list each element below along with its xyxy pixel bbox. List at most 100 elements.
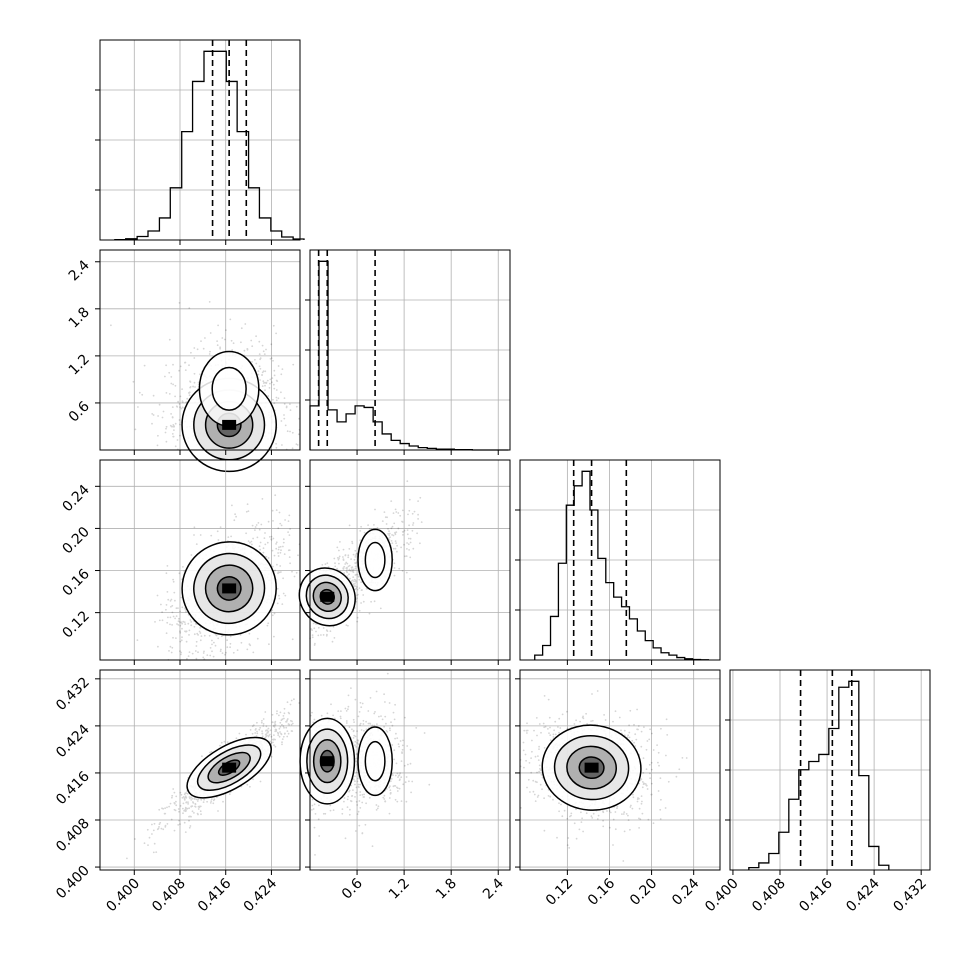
scatter-point — [264, 736, 267, 739]
scatter-point — [345, 561, 348, 564]
scatter-point — [193, 347, 196, 349]
scatter-point — [363, 531, 366, 534]
scatter-point — [169, 600, 172, 602]
scatter-point — [151, 823, 153, 826]
scatter-point — [267, 730, 270, 733]
scatter-point — [393, 522, 396, 525]
scatter-point — [175, 795, 178, 798]
scatter-point — [399, 514, 402, 517]
scatter-point — [259, 780, 262, 783]
scatter-point — [350, 580, 353, 582]
scatter-point — [184, 808, 187, 811]
scatter-point — [346, 571, 348, 574]
scatter-point — [179, 823, 181, 825]
scatter-point — [614, 811, 617, 813]
scatter-point — [191, 652, 194, 655]
scatter-point — [265, 381, 268, 384]
scatter-point — [238, 732, 241, 735]
scatter-point — [219, 346, 222, 349]
scatter-point — [177, 607, 179, 609]
scatter-point — [538, 770, 540, 773]
scatter-point — [158, 823, 161, 826]
scatter-point — [264, 381, 266, 384]
scatter-point — [141, 393, 144, 396]
scatter-point — [171, 646, 174, 649]
scatter-point — [284, 519, 286, 521]
scatter-point — [348, 568, 351, 571]
scatter-point — [273, 724, 276, 726]
density-peak — [320, 591, 335, 602]
scatter-point — [685, 757, 688, 759]
scatter-point — [265, 729, 268, 732]
scatter-point — [182, 807, 184, 810]
scatter-point — [175, 615, 178, 617]
scatter-point — [255, 524, 258, 526]
scatter-point — [189, 797, 191, 800]
scatter-point — [185, 640, 188, 643]
scatter-point — [201, 755, 203, 758]
scatter-point — [295, 571, 298, 574]
scatter-point — [358, 578, 361, 581]
panel-frame — [99, 459, 301, 661]
scatter-point — [226, 646, 229, 649]
scatter-point — [265, 725, 268, 728]
scatter-point — [285, 720, 288, 723]
scatter-point — [629, 806, 632, 808]
scatter-point — [209, 802, 212, 804]
scatter-point — [271, 549, 274, 552]
y-tick-label: 0.16 — [59, 566, 92, 599]
scatter-point — [404, 781, 407, 784]
scatter-point — [259, 379, 261, 381]
scatter-point — [352, 576, 355, 578]
scatter-point — [346, 806, 349, 808]
scatter-point — [398, 787, 401, 790]
scatter-point — [324, 812, 327, 815]
scatter-point — [167, 616, 169, 619]
scatter-point — [264, 384, 266, 387]
scatter-point — [648, 763, 651, 766]
scatter-point — [224, 653, 227, 656]
scatter-point — [627, 819, 630, 821]
scatter-point — [197, 798, 200, 801]
scatter-point — [389, 727, 391, 730]
x-tick-label: 0.400 — [103, 876, 143, 916]
scatter-point — [289, 703, 292, 706]
scatter-point — [285, 406, 288, 409]
scatter-point — [358, 587, 361, 590]
scatter-point — [181, 627, 183, 630]
scatter-point — [354, 579, 357, 582]
scatter-point — [153, 822, 156, 825]
density-panel-2-1 — [298, 459, 511, 665]
scatter-point — [286, 730, 289, 732]
scatter-point — [295, 405, 298, 408]
scatter-point — [157, 645, 159, 648]
scatter-point — [172, 424, 175, 426]
scatter-point — [350, 566, 353, 569]
scatter-point — [250, 540, 253, 543]
scatter-point — [363, 793, 365, 796]
scatter-point — [182, 802, 185, 805]
scatter-point — [402, 534, 404, 536]
scatter-point — [230, 535, 233, 538]
scatter-point — [650, 793, 653, 796]
scatter-point — [315, 630, 317, 633]
scatter-point — [202, 652, 205, 654]
scatter-point — [235, 515, 238, 518]
scatter-point — [170, 425, 173, 428]
scatter-point — [340, 710, 342, 712]
scatter-point — [360, 581, 363, 584]
scatter-point — [229, 635, 232, 638]
scatter-point — [272, 398, 274, 401]
scatter-point — [396, 737, 399, 739]
scatter-point — [225, 651, 227, 654]
scatter-point — [184, 361, 186, 364]
scatter-point — [382, 796, 385, 799]
scatter-point — [164, 812, 167, 815]
scatter-point — [274, 728, 277, 731]
scatter-point — [172, 435, 175, 438]
scatter-point — [152, 394, 155, 397]
scatter-point — [371, 724, 374, 727]
scatter-point — [393, 574, 396, 577]
scatter-point — [212, 655, 215, 658]
scatter-point — [311, 809, 313, 811]
